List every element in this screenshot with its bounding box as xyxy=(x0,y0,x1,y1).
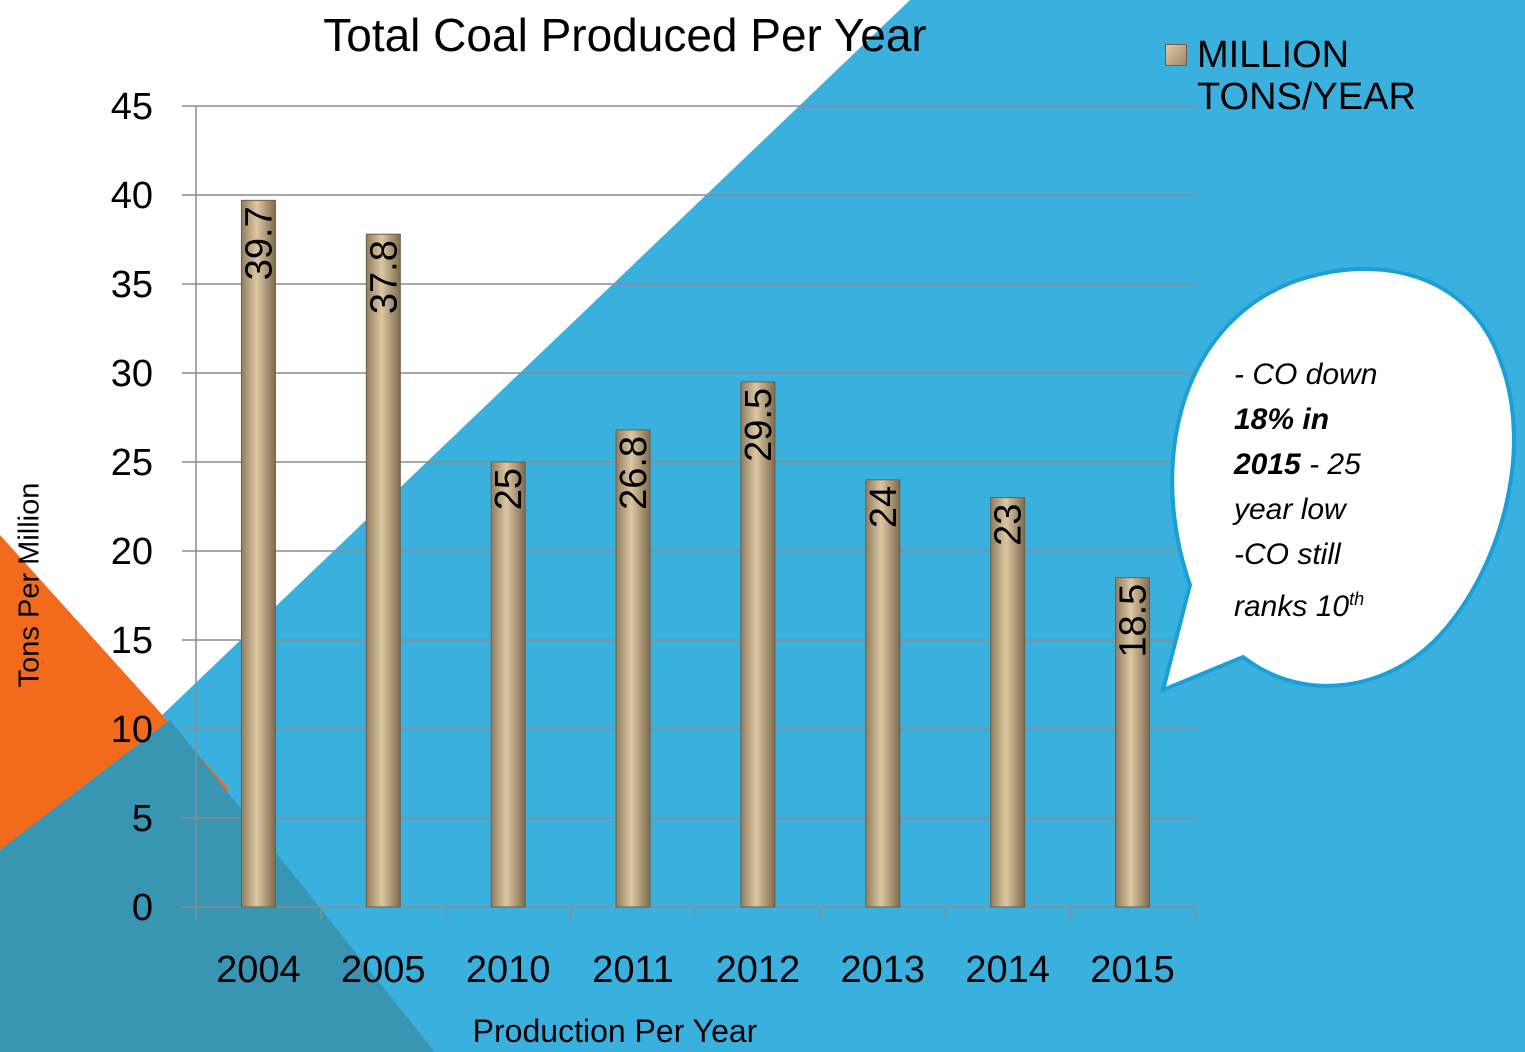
y-tick-label: 30 xyxy=(111,353,153,395)
callout-line-3-rest: - 25 xyxy=(1300,448,1361,481)
callout-line-5: -CO still xyxy=(1234,538,1341,571)
legend-label: MILLION TONS/YEAR xyxy=(1197,34,1416,118)
x-tick-label: 2010 xyxy=(466,949,551,991)
callout-rank: ranks 10 xyxy=(1234,590,1350,623)
callout-rank-suffix: th xyxy=(1349,589,1365,609)
speech-bubble-shape xyxy=(1160,266,1516,694)
bar xyxy=(490,461,526,908)
chart-title: Total Coal Produced Per Year xyxy=(323,9,927,61)
x-tick-label: 2004 xyxy=(216,949,301,991)
y-tick-label: 15 xyxy=(111,620,153,662)
data-label: 23 xyxy=(988,504,1030,546)
x-tick-label: 2012 xyxy=(716,949,801,991)
data-label: 24 xyxy=(863,486,905,528)
x-tick-label: 2013 xyxy=(841,949,926,991)
callout-line-1: - CO down xyxy=(1234,358,1378,391)
data-label: 37.8 xyxy=(363,240,405,314)
y-tick-label: 20 xyxy=(111,531,153,573)
bar xyxy=(1115,577,1151,908)
x-tick-label: 2014 xyxy=(965,949,1050,991)
data-label: 26.8 xyxy=(613,436,655,510)
speech-bubble xyxy=(1160,266,1516,694)
x-axis-label: Production Per Year xyxy=(472,1013,758,1049)
bar xyxy=(240,199,276,908)
callout-year: 2015 xyxy=(1234,448,1301,481)
dark-teal-triangle xyxy=(0,720,435,1052)
bar xyxy=(865,479,901,908)
data-label: 39.7 xyxy=(238,206,280,280)
x-tick-label: 2015 xyxy=(1090,949,1175,991)
data-label: 18.5 xyxy=(1113,584,1155,658)
y-tick-label: 0 xyxy=(132,887,153,929)
bar xyxy=(615,429,651,908)
legend-swatch xyxy=(1165,44,1187,66)
y-axis-label: Tons Per Million xyxy=(13,482,46,688)
bar xyxy=(990,497,1026,908)
y-tick-label: 5 xyxy=(132,798,153,840)
bar xyxy=(740,381,776,908)
y-tick-label: 10 xyxy=(111,709,153,751)
y-tick-label: 40 xyxy=(111,175,153,217)
callout-line-3: 2015 - 25 xyxy=(1234,442,1434,487)
bar xyxy=(365,233,401,908)
x-tick-label: 2011 xyxy=(592,949,674,991)
y-tick-label: 25 xyxy=(111,442,153,484)
y-tick-label: 45 xyxy=(111,86,153,128)
callout-line-6: ranks 10th xyxy=(1234,577,1434,629)
callout-line-2: 18% in xyxy=(1234,403,1330,436)
data-label: 29.5 xyxy=(738,388,780,462)
callout-text: - CO down 18% in 2015 - 25 year low -CO … xyxy=(1234,352,1434,629)
data-label: 25 xyxy=(488,468,530,510)
callout-line-4: year low xyxy=(1234,493,1346,526)
legend: MILLION TONS/YEAR xyxy=(1165,34,1457,118)
x-tick-label: 2005 xyxy=(341,949,426,991)
y-tick-label: 35 xyxy=(111,264,153,306)
